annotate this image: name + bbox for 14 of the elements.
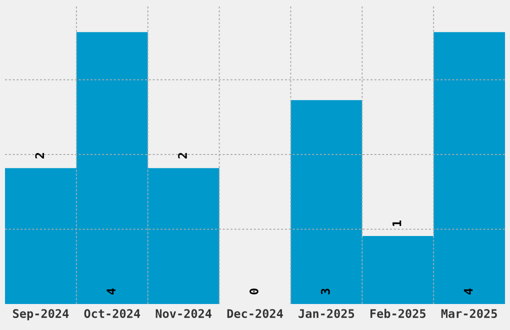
data-label: 3 — [320, 288, 330, 294]
data-label: 1 — [392, 220, 402, 226]
x-tick-label: Nov-2024 — [156, 309, 212, 318]
data-label: 2 — [35, 152, 44, 158]
data-label: 4 — [106, 288, 116, 294]
x-tick-label: Mar-2025 — [441, 309, 497, 318]
x-tick-label: Sep-2024 — [13, 309, 69, 320]
x-tick-label: Oct-2024 — [84, 309, 140, 318]
x-tick-label: Jan-2025 — [298, 309, 354, 318]
data-label: 2 — [178, 152, 187, 158]
data-label: 4 — [464, 288, 473, 294]
x-tick-label: Feb-2025 — [370, 308, 426, 318]
x-tick-label: Dec-2024 — [227, 309, 283, 318]
data-label: 0 — [249, 288, 258, 294]
